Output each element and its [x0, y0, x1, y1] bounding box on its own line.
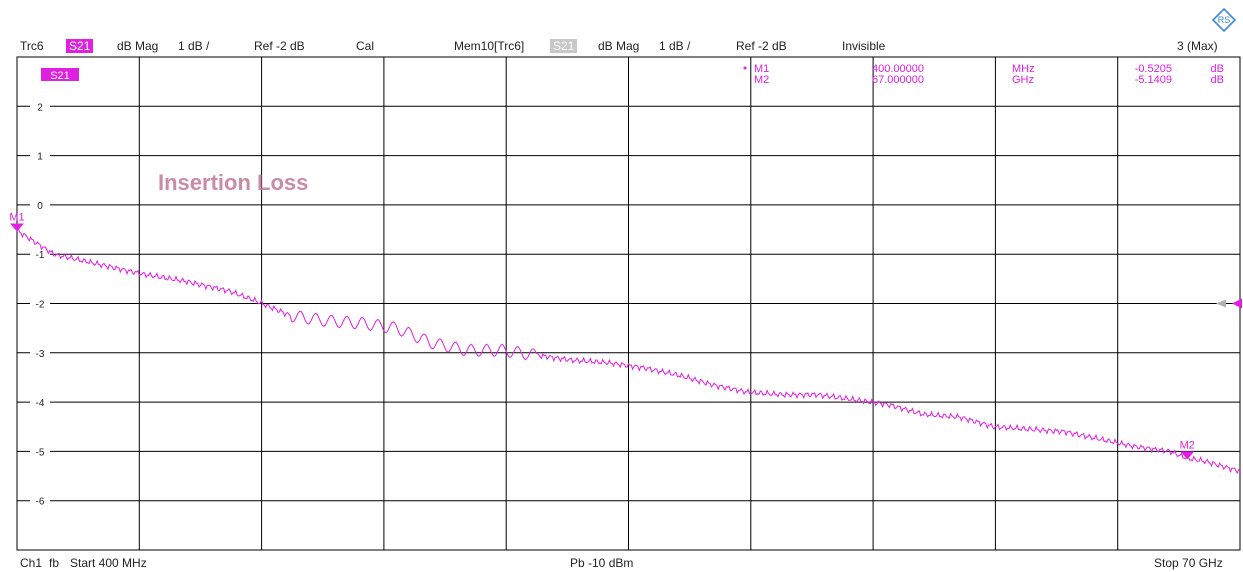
- rohde-schwarz-logo-icon: RS: [1212, 8, 1236, 32]
- marker-readout-cell: MHz: [1012, 63, 1035, 75]
- marker-readout-cell: GHz: [1012, 74, 1034, 86]
- y-tick-bg: [30, 198, 50, 211]
- y-tick-label: 0: [37, 201, 43, 212]
- marker-m1-label: M1: [9, 212, 24, 224]
- y-tick-label: -5: [36, 447, 45, 458]
- memory-trace-name[interactable]: Mem10[Trc6]: [454, 39, 525, 53]
- chart-annotation: Insertion Loss: [158, 170, 308, 195]
- memory-ref: Ref -2 dB: [736, 39, 787, 53]
- start-frequency[interactable]: Start 400 MHz: [70, 556, 147, 570]
- fb-label: fb: [49, 556, 60, 570]
- marker-m2-label: M2: [1180, 439, 1195, 451]
- marker-readout-cell: M2: [754, 74, 769, 86]
- trace-header: Trc6 S21 dB Mag 1 dB / Ref -2 dB Cal Mem…: [0, 37, 1243, 55]
- trace-label-badge: [41, 68, 79, 81]
- trace-ref: Ref -2 dB: [254, 39, 305, 53]
- memory-format: dB Mag: [598, 39, 640, 53]
- marker-readout-cell: 67.000000: [872, 74, 924, 86]
- marker-m2-icon: [1180, 451, 1195, 460]
- markers: M1 M2: [9, 212, 1195, 460]
- y-tick-labels: 2 1 0 -1 -2 -3 -4 -5 -6: [30, 100, 50, 508]
- y-tick-bg: [30, 396, 50, 409]
- y-tick-bg: [30, 149, 50, 162]
- trace-param-badge[interactable]: S21: [66, 39, 94, 53]
- active-marker-dot: [743, 66, 747, 70]
- memory-scale: 1 dB /: [659, 39, 691, 53]
- y-tick-label: -1: [36, 250, 45, 261]
- y-tick-bg: [30, 248, 50, 261]
- cal-status: Cal: [356, 39, 375, 53]
- channel-label[interactable]: Ch1: [20, 556, 43, 570]
- memory-param-badge[interactable]: S21: [550, 39, 578, 53]
- y-tick-bg: [30, 445, 50, 458]
- s21-trace-line: [16, 228, 1241, 475]
- chart-grid: [16, 56, 1241, 551]
- y-tick-bg: [30, 346, 50, 359]
- max-indicator[interactable]: 3 (Max): [1177, 39, 1218, 53]
- y-tick-bg: [30, 494, 50, 507]
- y-tick-bg: [30, 100, 50, 113]
- trace-scale: 1 dB /: [178, 39, 210, 53]
- stop-frequency[interactable]: Stop 70 GHz: [1154, 556, 1223, 570]
- marker-readout-cell: -5.1409: [1135, 74, 1172, 86]
- trace-format: dB Mag: [117, 39, 159, 53]
- marker-m1-icon: [10, 223, 24, 232]
- marker-readout-cell: M1: [754, 63, 769, 75]
- ref-level-arrow-icon: [1232, 298, 1242, 309]
- memory-state: Invisible: [842, 39, 886, 53]
- y-tick-label: 2: [37, 102, 43, 113]
- trace-name[interactable]: Trc6: [20, 39, 44, 53]
- y-tick-bg: [30, 297, 50, 310]
- marker-readout-cell: -0.5205: [1135, 63, 1172, 75]
- marker-readout-cell: 400.00000: [872, 63, 924, 75]
- marker-readout-table: M1 400.00000 MHz -0.5205 dB M2 67.000000 GHz -5.…: [743, 63, 1224, 86]
- channel-footer: Ch1 fb Start 400 MHz Pb -10 dBm Stop 70 …: [0, 556, 1243, 572]
- svg-text:RS: RS: [1218, 15, 1231, 25]
- y-tick-label: -2: [36, 300, 45, 311]
- trace-label-text[interactable]: S21: [50, 70, 70, 82]
- marker-readout-cell: dB: [1211, 74, 1224, 86]
- source-power[interactable]: Pb -10 dBm: [570, 556, 634, 570]
- ref-level-indicator: [1216, 298, 1242, 309]
- y-tick-label: -6: [36, 497, 45, 508]
- y-tick-label: 1: [37, 152, 43, 163]
- memory-ref-arrow-icon: [1216, 299, 1226, 308]
- y-tick-label: -3: [36, 349, 45, 360]
- marker-readout-cell: dB: [1211, 63, 1224, 75]
- y-tick-label: -4: [36, 398, 45, 409]
